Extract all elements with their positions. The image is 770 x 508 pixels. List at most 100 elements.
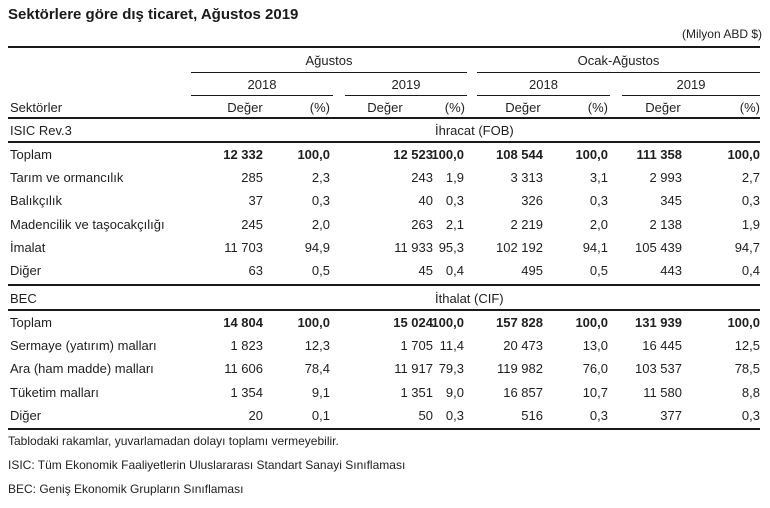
footnote-rounding: Tablodaki rakamlar, yuvarlamadan dolayı … bbox=[8, 434, 339, 448]
column-header-deger: Değer bbox=[645, 100, 681, 115]
cell-janaug-2018-value: 119 982 bbox=[496, 361, 543, 377]
cell-aug-2018-value: 11 703 bbox=[224, 239, 263, 255]
column-header-pct: (%) bbox=[444, 100, 465, 115]
table-title: Sektörlere göre dış ticaret, Ağustos 201… bbox=[8, 6, 299, 23]
cell-janaug-2019-value: 11 580 bbox=[643, 384, 682, 400]
cell-janaug-2018-pct: 76,0 bbox=[582, 361, 608, 377]
cell-aug-2018-value: 245 bbox=[241, 216, 263, 232]
cell-aug-2018-pct: 0,5 bbox=[311, 263, 330, 278]
cell-janaug-2019-value: 131 939 bbox=[635, 315, 682, 330]
row-label: Toplam bbox=[10, 315, 52, 330]
cell-janaug-2019-value: 2 138 bbox=[649, 216, 682, 232]
cell-janaug-2018-value: 2 219 bbox=[510, 216, 543, 232]
cell-janaug-2018-pct: 0,3 bbox=[589, 407, 608, 423]
cell-aug-2018-pct: 100,0 bbox=[297, 315, 330, 330]
cell-janaug-2018-value: 326 bbox=[521, 193, 543, 209]
cell-janaug-2019-pct: 100,0 bbox=[727, 147, 760, 162]
cell-aug-2018-value: 1 354 bbox=[230, 384, 263, 400]
cell-janaug-2019-value: 103 537 bbox=[635, 361, 682, 377]
year-rule bbox=[622, 95, 760, 96]
cell-janaug-2018-pct: 94,1 bbox=[582, 239, 608, 255]
cell-aug-2019-value: 15 024 bbox=[393, 315, 433, 330]
cell-janaug-2019-value: 105 439 bbox=[635, 239, 682, 255]
cell-janaug-2018-pct: 2,0 bbox=[589, 216, 608, 232]
year-header: 2019 bbox=[391, 77, 421, 92]
column-header-pct: (%) bbox=[739, 100, 760, 115]
cell-aug-2019-pct: 9,0 bbox=[445, 384, 464, 400]
period-group-ocak-agustos: Ocak-Ağustos bbox=[577, 53, 660, 68]
column-header-deger: Değer bbox=[227, 100, 263, 115]
year-header: 2018 bbox=[247, 77, 277, 92]
row-label: Balıkçılık bbox=[10, 193, 63, 209]
footnote-bec: BEC: Geniş Ekonomik Grupların Sınıflamas… bbox=[8, 482, 244, 496]
cell-janaug-2018-value: 108 544 bbox=[496, 147, 543, 162]
cell-janaug-2018-pct: 3,1 bbox=[589, 170, 608, 186]
cell-janaug-2018-value: 495 bbox=[521, 263, 543, 278]
cell-janaug-2019-pct: 100,0 bbox=[727, 315, 760, 330]
cell-janaug-2018-value: 20 473 bbox=[503, 338, 543, 354]
row-label: İmalat bbox=[10, 239, 46, 255]
cell-janaug-2019-pct: 2,7 bbox=[741, 170, 760, 186]
cell-aug-2018-value: 63 bbox=[248, 263, 263, 278]
cell-aug-2018-pct: 100,0 bbox=[297, 147, 330, 162]
cell-aug-2019-pct: 0,3 bbox=[445, 193, 464, 209]
cell-aug-2018-pct: 78,4 bbox=[304, 361, 330, 377]
cell-aug-2019-pct: 100,0 bbox=[431, 315, 464, 330]
column-header-pct: (%) bbox=[587, 100, 608, 115]
cell-aug-2019-value: 11 917 bbox=[394, 361, 433, 377]
row-label: Tüketim malları bbox=[10, 384, 99, 400]
classification-isic: ISIC Rev.3 bbox=[10, 123, 72, 138]
classification-bec: BEC bbox=[10, 291, 37, 306]
section-rule bbox=[8, 309, 760, 311]
section-bottom-rule bbox=[8, 284, 760, 286]
section-rule bbox=[8, 141, 760, 143]
period-group-rule bbox=[477, 72, 760, 73]
cell-janaug-2019-pct: 0,3 bbox=[741, 193, 760, 209]
cell-aug-2018-value: 285 bbox=[241, 170, 263, 186]
cell-janaug-2018-value: 16 857 bbox=[503, 384, 543, 400]
cell-aug-2019-pct: 100,0 bbox=[431, 147, 464, 162]
cell-aug-2019-value: 1 705 bbox=[400, 338, 433, 354]
cell-aug-2019-pct: 0,3 bbox=[445, 407, 464, 423]
cell-janaug-2018-value: 157 828 bbox=[496, 315, 543, 330]
cell-aug-2018-pct: 94,9 bbox=[304, 239, 330, 255]
cell-aug-2019-value: 1 351 bbox=[400, 384, 433, 400]
header-bottom-rule bbox=[8, 117, 760, 119]
cell-aug-2018-value: 14 804 bbox=[223, 315, 263, 330]
cell-aug-2019-value: 11 933 bbox=[394, 239, 433, 255]
cell-janaug-2019-value: 443 bbox=[660, 263, 682, 278]
cell-janaug-2019-pct: 78,5 bbox=[734, 361, 760, 377]
cell-aug-2019-pct: 11,4 bbox=[439, 338, 464, 354]
column-header-pct: (%) bbox=[309, 100, 330, 115]
cell-aug-2018-pct: 0,3 bbox=[311, 193, 330, 209]
year-rule bbox=[477, 95, 610, 96]
cell-aug-2018-pct: 12,3 bbox=[304, 338, 330, 354]
cell-janaug-2019-pct: 0,3 bbox=[741, 407, 760, 423]
cell-janaug-2019-pct: 8,8 bbox=[741, 384, 760, 400]
cell-aug-2018-pct: 9,1 bbox=[311, 384, 330, 400]
cell-aug-2019-value: 243 bbox=[411, 170, 433, 186]
cell-janaug-2018-pct: 0,3 bbox=[589, 193, 608, 209]
footnote-isic: ISIC: Tüm Ekonomik Faaliyetlerin Uluslar… bbox=[8, 458, 406, 472]
row-label: Ara (ham madde) malları bbox=[10, 361, 154, 377]
unit-label: (Milyon ABD $) bbox=[681, 27, 762, 41]
top-rule bbox=[8, 46, 760, 48]
cell-janaug-2018-pct: 10,7 bbox=[582, 384, 608, 400]
row-label: Diğer bbox=[10, 263, 42, 278]
cell-aug-2018-value: 12 332 bbox=[223, 147, 263, 162]
cell-janaug-2019-value: 111 358 bbox=[636, 147, 682, 162]
row-label: Toplam bbox=[10, 147, 52, 162]
year-rule bbox=[345, 95, 467, 96]
cell-aug-2019-value: 263 bbox=[411, 216, 433, 232]
cell-aug-2019-pct: 79,3 bbox=[438, 361, 464, 377]
cell-janaug-2018-pct: 0,5 bbox=[589, 263, 608, 278]
cell-aug-2018-value: 20 bbox=[248, 407, 263, 423]
row-label: Madencilik ve taşocakçılığı bbox=[10, 216, 165, 232]
cell-aug-2019-value: 12 523 bbox=[393, 147, 433, 162]
cell-aug-2018-value: 37 bbox=[248, 193, 263, 209]
flow-label-ithalat: İthalat (CIF) bbox=[435, 291, 504, 306]
row-label: Sermaye (yatırım) malları bbox=[10, 338, 157, 354]
cell-aug-2018-pct: 2,0 bbox=[311, 216, 330, 232]
cell-janaug-2019-pct: 94,7 bbox=[734, 239, 760, 255]
cell-janaug-2018-pct: 100,0 bbox=[575, 147, 608, 162]
